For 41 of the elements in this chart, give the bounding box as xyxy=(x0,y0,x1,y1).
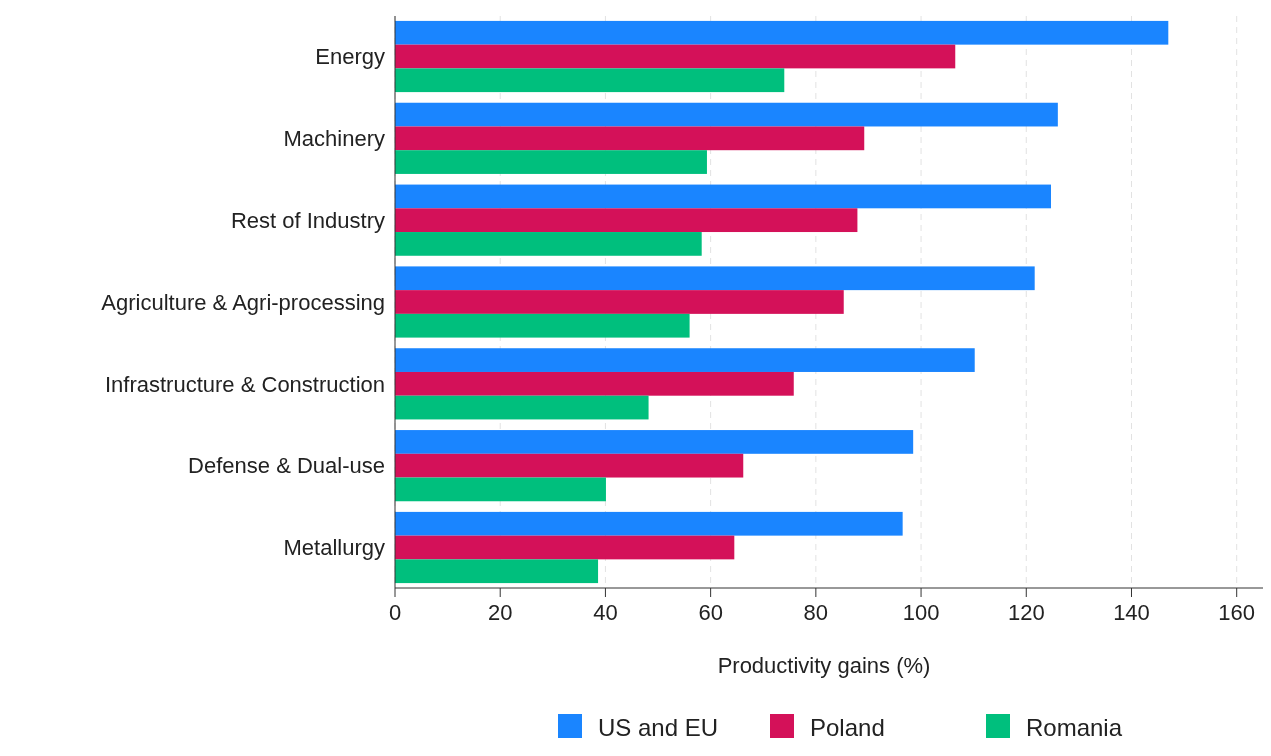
x-tick-label: 80 xyxy=(803,600,829,625)
x-tick-label: 60 xyxy=(698,600,723,625)
y-tick-label: Metallurgy xyxy=(283,535,385,561)
y-tick-label: Agriculture & Agri-processing xyxy=(101,289,385,315)
bar xyxy=(395,102,1058,127)
y-tick-label: Rest of Industry xyxy=(230,207,385,233)
bar xyxy=(395,232,702,256)
bar xyxy=(395,477,606,502)
bar xyxy=(395,395,649,420)
y-tick-label: Defense & Dual-use xyxy=(188,453,385,479)
legend-label: Poland xyxy=(810,714,885,741)
y-tick-label: Infrastructure & Construction xyxy=(104,371,385,397)
x-tick-label: 140 xyxy=(1113,600,1150,625)
bar xyxy=(395,511,903,536)
x-tick-label: 40 xyxy=(593,600,618,625)
bar xyxy=(395,126,865,151)
bar xyxy=(395,453,744,478)
x-axis-title: Productivity gains (%) xyxy=(717,653,931,678)
x-tick-label: 20 xyxy=(487,600,513,625)
bar xyxy=(395,44,956,69)
bar xyxy=(395,184,1051,209)
y-tick-label: Energy xyxy=(315,44,385,70)
bar xyxy=(395,208,858,233)
bar xyxy=(395,20,1169,45)
x-tick-label: 0 xyxy=(388,600,402,625)
bar xyxy=(395,68,785,93)
bar xyxy=(395,559,599,584)
x-tick-label: 160 xyxy=(1218,600,1256,625)
bar xyxy=(395,535,735,560)
bar xyxy=(395,290,844,314)
bar xyxy=(395,348,975,372)
legend-label: Romania xyxy=(1026,714,1123,741)
x-tick-label: 120 xyxy=(1007,600,1045,625)
bar xyxy=(395,150,707,174)
bar xyxy=(395,430,914,454)
bar xyxy=(395,371,794,396)
legend-label: US and EU xyxy=(598,714,719,741)
bar xyxy=(395,266,1035,291)
bar xyxy=(395,313,690,338)
x-tick-label: 100 xyxy=(902,600,940,625)
y-tick-label: Machinery xyxy=(283,126,385,152)
